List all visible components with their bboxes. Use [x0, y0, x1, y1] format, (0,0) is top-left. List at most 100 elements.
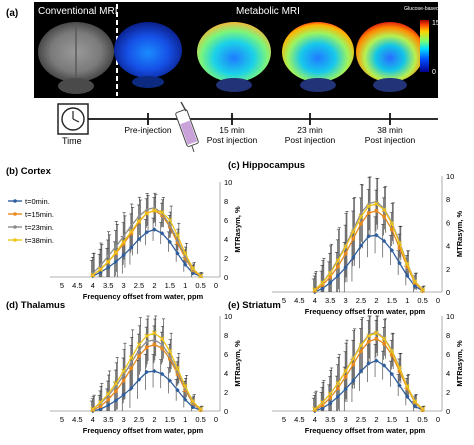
- data-point: [106, 397, 110, 402]
- data-point: [327, 271, 333, 276]
- data-point: [113, 384, 119, 388]
- x-tick-label: 5: [60, 281, 64, 290]
- data-point: [98, 266, 103, 272]
- data-point: [136, 218, 142, 224]
- data-point: [335, 394, 341, 399]
- data-point: [366, 361, 371, 366]
- x-tick-label: 2.5: [134, 415, 144, 424]
- x-tick-label: 4: [91, 281, 95, 290]
- x-tick-label: 3.5: [103, 281, 113, 290]
- data-point: [351, 255, 356, 260]
- data-point: [359, 349, 363, 353]
- data-point: [136, 236, 142, 242]
- x-tick-label: 3: [344, 296, 348, 305]
- x-tick-label: 5: [282, 296, 286, 305]
- data-point: [98, 404, 103, 409]
- data-point: [190, 405, 196, 410]
- data-point: [405, 264, 409, 269]
- y-tick-label: 0: [446, 288, 450, 297]
- colorbar-max: 15: [432, 20, 440, 27]
- data-point: [128, 228, 134, 234]
- data-point: [404, 261, 410, 267]
- data-point: [175, 365, 180, 371]
- chart-0: (b) Cortex 5 4.5 4 3.5 3 2.5 2 1.5 1 0.5 00 2 4 6 8 10 Fr…: [6, 166, 242, 301]
- data-point: [175, 232, 180, 238]
- data-point: [144, 210, 150, 216]
- colorbar: Glucose-based signal (%) 15 0: [404, 6, 464, 76]
- data-point: [343, 244, 349, 250]
- data-point: [358, 214, 364, 220]
- x-tick-label: 2.5: [356, 415, 366, 424]
- data-point: [190, 399, 196, 404]
- x-tick-label: 3: [344, 415, 348, 424]
- chart-title: (d) Thalamus: [6, 300, 65, 311]
- data-point: [390, 353, 394, 357]
- x-tick-label: 1.5: [165, 281, 175, 290]
- conventional-title: Conventional MRI: [38, 6, 117, 17]
- x-tick-label: 3: [122, 281, 126, 290]
- chart-1: (c) Hippocampus 5 4.5 4 3.5 3 2.5 2 1.5 1 0.5 00 2 4 6…: [228, 160, 464, 316]
- x-tick-label: 0.5: [195, 415, 205, 424]
- data-point: [183, 262, 188, 267]
- data-point: [351, 236, 356, 241]
- data-point: [144, 339, 149, 344]
- legend-marker: [13, 199, 17, 203]
- x-tick-label: 2: [374, 415, 378, 424]
- data-point: [366, 234, 371, 239]
- y-tick-label: 10: [224, 178, 232, 187]
- data-point: [136, 347, 142, 352]
- data-point: [405, 386, 409, 390]
- x-tick-label: 3.5: [103, 415, 113, 424]
- x-tick-label: 4: [91, 415, 95, 424]
- data-point: [129, 223, 134, 228]
- x-tick-label: 1.5: [387, 415, 397, 424]
- data-point: [175, 241, 180, 245]
- data-point: [343, 386, 348, 392]
- data-point: [98, 400, 103, 405]
- data-point: [381, 336, 387, 342]
- x-tick-label: 1: [405, 296, 409, 305]
- x-tick-label: 4: [313, 415, 317, 424]
- x-tick-label: 5: [60, 415, 64, 424]
- legend-label: t=0min.: [25, 197, 50, 206]
- data-point: [159, 231, 165, 236]
- data-point: [397, 246, 402, 250]
- data-point: [129, 360, 134, 365]
- brain-pre-injection: [114, 22, 182, 88]
- data-point: [167, 239, 172, 245]
- colorbar-gradient: [420, 20, 429, 72]
- legend-label: t=38min.: [25, 236, 54, 245]
- data-point: [412, 399, 418, 404]
- y-tick-label: 6: [446, 350, 450, 359]
- data-point: [121, 233, 126, 238]
- data-point: [343, 265, 348, 270]
- data-point: [121, 372, 126, 377]
- data-point: [144, 230, 149, 235]
- x-tick-label: 3.5: [325, 296, 335, 305]
- data-point: [129, 231, 134, 236]
- data-point: [405, 273, 410, 278]
- y-tick-label: 6: [446, 218, 450, 227]
- y-tick-label: 2: [446, 388, 450, 397]
- x-tick-label: 0: [214, 281, 218, 290]
- y-tick-label: 8: [224, 331, 228, 340]
- data-point: [159, 336, 165, 342]
- data-point: [167, 222, 172, 227]
- data-point: [159, 342, 165, 347]
- data-point: [121, 239, 127, 245]
- x-tick-label: 0.5: [195, 281, 205, 290]
- y-axis-label: MTRasym, %: [233, 340, 242, 387]
- legend-label: t=23min.: [25, 223, 54, 232]
- data-point: [106, 393, 111, 398]
- data-point: [389, 221, 395, 226]
- panel-a-label: (a): [6, 8, 18, 19]
- x-tick-label: 3: [122, 415, 126, 424]
- data-point: [137, 354, 141, 358]
- data-point: [121, 378, 126, 383]
- data-point: [389, 248, 394, 253]
- x-tick-label: 0.5: [417, 415, 427, 424]
- data-point: [350, 356, 356, 362]
- data-point: [327, 391, 333, 397]
